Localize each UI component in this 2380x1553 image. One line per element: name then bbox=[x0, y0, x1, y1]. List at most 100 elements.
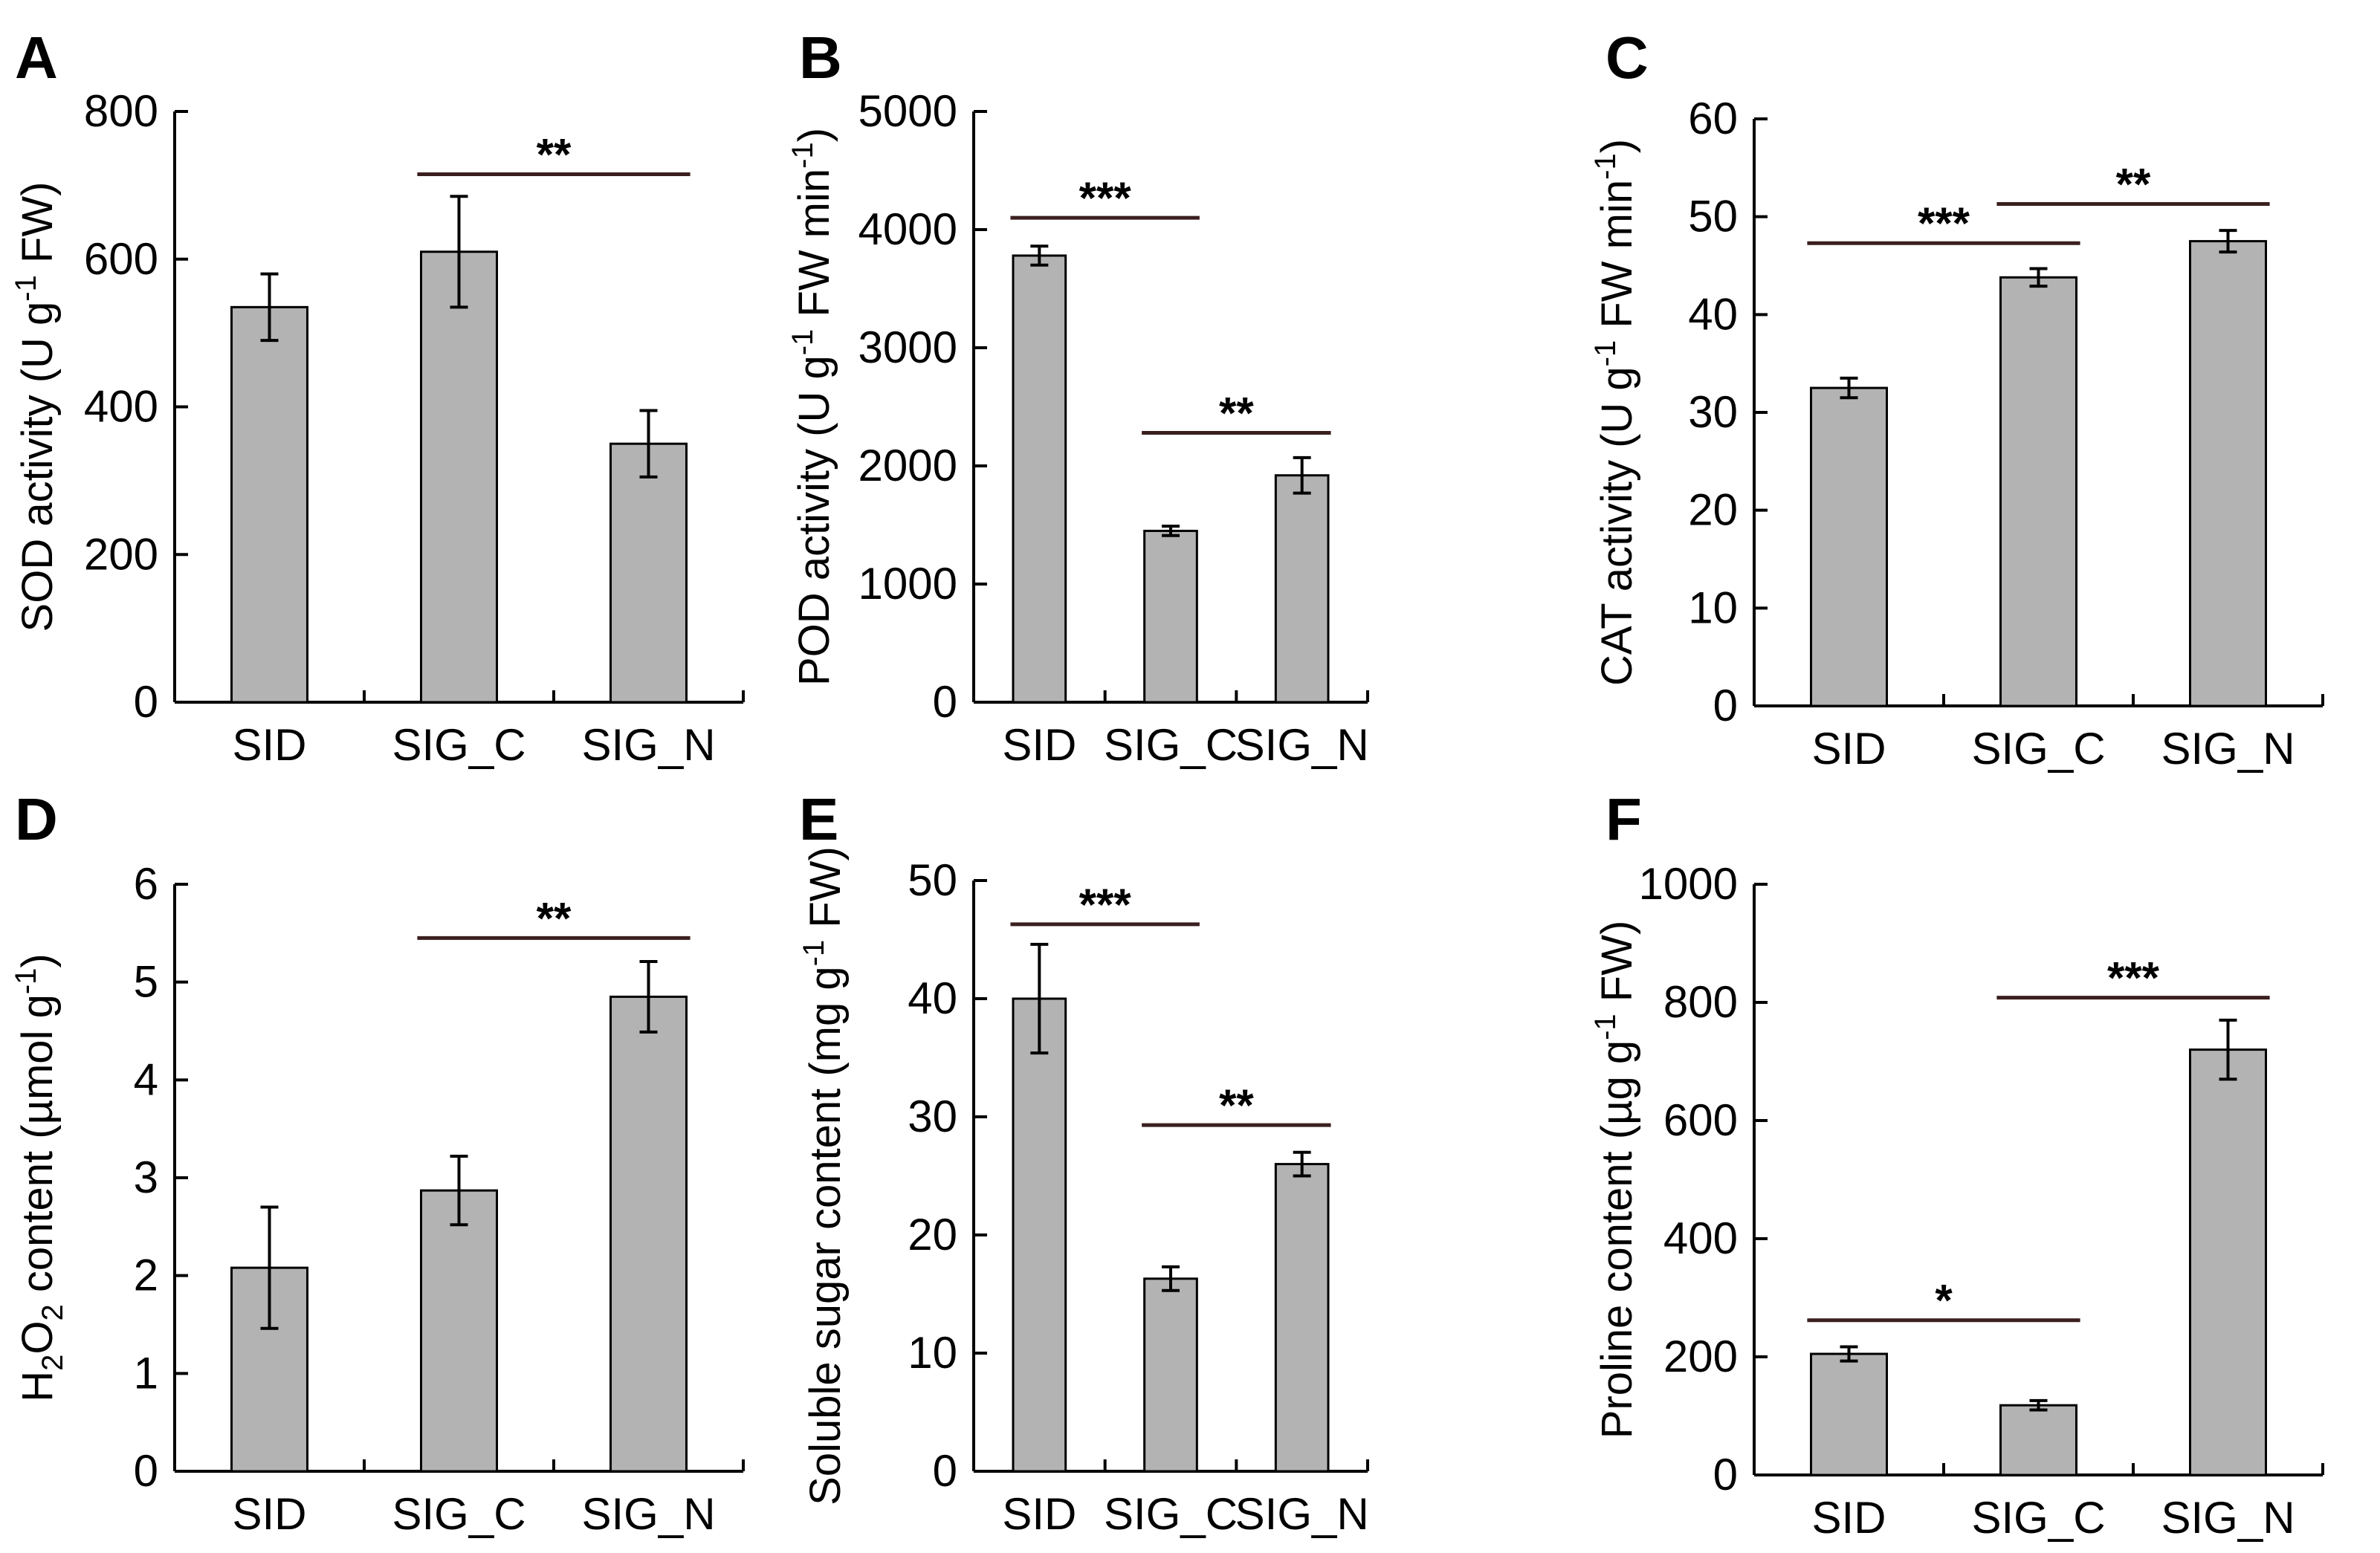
y-axis-label-superscript: -1 bbox=[10, 968, 42, 995]
y-axis-label: POD activity (U g-1 FW min-1) bbox=[786, 128, 838, 686]
bar-sid bbox=[230, 305, 308, 704]
x-tick-label: SIG_N bbox=[1235, 1489, 1369, 1539]
panel-letter: D bbox=[15, 786, 58, 852]
y-tick-label: 6 bbox=[134, 859, 158, 909]
x-tick-label: SIG_N bbox=[1235, 720, 1369, 770]
y-tick-label: 20 bbox=[908, 1210, 957, 1259]
y-axis-label-part: ) bbox=[1593, 139, 1641, 153]
y-tick-label: 30 bbox=[1688, 387, 1738, 437]
y-tick-label: 4 bbox=[134, 1054, 158, 1104]
bar-sid bbox=[1810, 1352, 1888, 1476]
x-tick-label: SIG_N bbox=[2161, 1493, 2295, 1543]
y-tick-label: 800 bbox=[84, 86, 158, 136]
bar-sig-c bbox=[420, 250, 498, 704]
panel-letter: B bbox=[799, 25, 842, 91]
bar-sig-c bbox=[420, 1189, 498, 1473]
y-axis-label-part: FW min bbox=[790, 169, 838, 329]
y-tick-label: 10 bbox=[908, 1328, 957, 1378]
significance-label: ** bbox=[1219, 1080, 1254, 1130]
bar-sig-c bbox=[1143, 1277, 1198, 1473]
y-axis-label: Soluble sugar content (mg g-1 FW) bbox=[798, 846, 850, 1505]
y-axis-label: SOD activity (U g-1 FW) bbox=[10, 182, 62, 632]
significance-label: ** bbox=[537, 129, 572, 179]
y-axis-label-part: ) bbox=[13, 953, 62, 967]
y-axis-label-part: content (µmol g bbox=[13, 994, 62, 1304]
significance-label: ** bbox=[2116, 160, 2151, 210]
y-axis-label: CAT activity (U g-1 FW min-1) bbox=[1589, 139, 1641, 686]
y-axis-label: H2O2 content (µmol g-1) bbox=[10, 953, 69, 1401]
bar-sig-n bbox=[1274, 474, 1330, 704]
x-tick-label: SIG_C bbox=[1104, 1489, 1238, 1539]
y-axis-label-part: O bbox=[13, 1320, 62, 1354]
y-tick-label: 30 bbox=[908, 1092, 957, 1141]
y-axis-label-part: POD activity (U g bbox=[790, 355, 838, 686]
bar-sig-c bbox=[1999, 276, 2077, 707]
bar-sig-n bbox=[2189, 240, 2267, 707]
y-tick-label: 20 bbox=[1688, 485, 1738, 535]
y-tick-label: 50 bbox=[1688, 192, 1738, 241]
panel-letter: C bbox=[1605, 25, 1649, 91]
y-axis-label-part: FW) bbox=[13, 182, 62, 276]
x-tick-label: SID bbox=[232, 720, 306, 770]
x-tick-label: SID bbox=[1002, 1489, 1076, 1539]
y-tick-label: 40 bbox=[908, 973, 957, 1023]
y-axis-label-superscript: -1 bbox=[798, 940, 830, 967]
significance-label: ** bbox=[1219, 388, 1254, 438]
y-tick-label: 2 bbox=[134, 1251, 158, 1300]
x-tick-label: SIG_N bbox=[2161, 724, 2295, 774]
x-tick-label: SIG_C bbox=[392, 720, 526, 770]
panel-letter: E bbox=[799, 786, 838, 852]
bar-sig-c bbox=[1143, 529, 1198, 704]
panel-letter: A bbox=[15, 25, 58, 91]
y-tick-label: 10 bbox=[1688, 583, 1738, 632]
y-tick-label: 1 bbox=[134, 1348, 158, 1398]
y-tick-label: 400 bbox=[1663, 1213, 1738, 1263]
y-axis-label-part: CAT activity (U g bbox=[1593, 366, 1641, 686]
y-tick-label: 800 bbox=[1663, 977, 1738, 1027]
x-tick-label: SIG_C bbox=[392, 1489, 526, 1539]
y-axis-label-part: FW) bbox=[1593, 921, 1641, 1014]
y-tick-label: 5000 bbox=[858, 86, 957, 136]
bar-sig-n bbox=[2189, 1048, 2267, 1476]
y-axis-label-part: Proline content (µg g bbox=[1593, 1040, 1641, 1439]
significance-label: *** bbox=[1918, 198, 1970, 248]
x-tick-label: SID bbox=[1002, 720, 1076, 770]
y-axis-label-part: Soluble sugar content (mg g bbox=[801, 966, 850, 1505]
y-axis-label-part: H bbox=[13, 1371, 62, 1402]
y-tick-label: 400 bbox=[84, 382, 158, 432]
y-axis-label-part: SOD activity (U g bbox=[13, 302, 62, 632]
y-tick-label: 2000 bbox=[858, 441, 957, 490]
x-tick-label: SID bbox=[232, 1489, 306, 1539]
y-axis-label-superscript: -1 bbox=[786, 329, 819, 356]
y-tick-label: 4000 bbox=[858, 204, 957, 254]
y-axis-label-subscript: 2 bbox=[36, 1355, 69, 1371]
bar-sig-n bbox=[609, 442, 688, 704]
y-tick-label: 0 bbox=[933, 677, 957, 727]
y-tick-label: 0 bbox=[933, 1446, 957, 1496]
y-tick-label: 40 bbox=[1688, 289, 1738, 339]
y-tick-label: 0 bbox=[1713, 681, 1738, 730]
x-tick-label: SID bbox=[1811, 724, 1886, 774]
y-tick-label: 3000 bbox=[858, 322, 957, 372]
y-axis-label-superscript: -1 bbox=[1589, 153, 1622, 180]
y-tick-label: 1000 bbox=[1639, 859, 1738, 909]
y-axis-label: Proline content (µg g-1 FW) bbox=[1589, 921, 1641, 1439]
y-axis-label-superscript: -1 bbox=[10, 275, 42, 302]
bar-sig-n bbox=[609, 995, 688, 1473]
x-tick-label: SIG_C bbox=[1104, 720, 1238, 770]
bar-sid bbox=[1012, 254, 1067, 704]
y-tick-label: 5 bbox=[134, 957, 158, 1007]
y-tick-label: 200 bbox=[1663, 1332, 1738, 1381]
y-tick-label: 0 bbox=[1713, 1450, 1738, 1499]
y-tick-label: 600 bbox=[1663, 1095, 1738, 1145]
x-tick-label: SIG_C bbox=[1971, 1493, 2105, 1543]
y-tick-label: 50 bbox=[908, 855, 957, 905]
y-tick-label: 60 bbox=[1688, 94, 1738, 143]
panel-letter: F bbox=[1605, 786, 1642, 852]
bar-sid bbox=[1012, 997, 1067, 1473]
y-axis-label-part: FW) bbox=[801, 846, 850, 940]
